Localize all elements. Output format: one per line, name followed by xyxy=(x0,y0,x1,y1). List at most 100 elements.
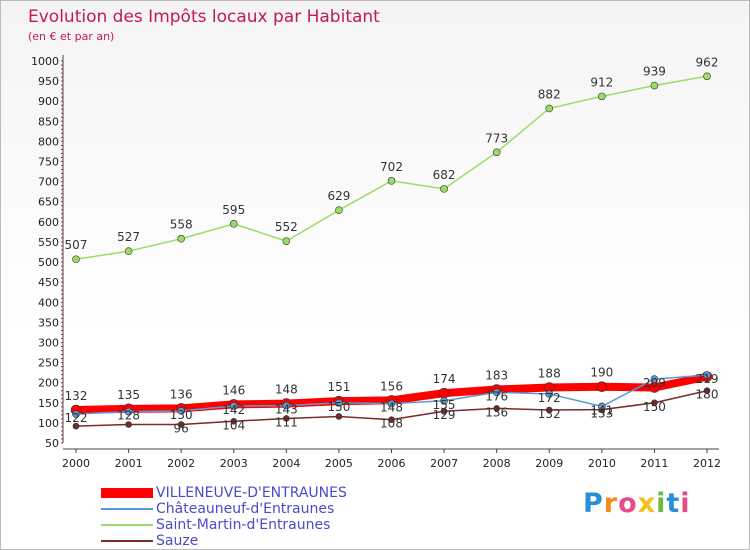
data-point-3 xyxy=(230,417,238,425)
logo-letter: i xyxy=(656,488,667,519)
chart-subtitle: (en € et par an) xyxy=(28,30,115,43)
data-point-0 xyxy=(596,381,608,393)
y-tick-label: 900 xyxy=(38,95,59,108)
data-label-2: 552 xyxy=(275,220,298,234)
legend-label-sauze: Sauze xyxy=(156,533,199,549)
x-tick-label: 2006 xyxy=(378,457,406,470)
data-point-2 xyxy=(177,234,185,243)
data-point-0 xyxy=(438,387,450,399)
data-label-3: 132 xyxy=(538,407,561,421)
logo-letter: x xyxy=(637,488,657,519)
y-tick-label: 1000 xyxy=(31,55,59,68)
chart-title: Evolution des Impôts locaux par Habitant xyxy=(28,7,380,27)
y-tick-label: 350 xyxy=(38,316,59,329)
y-tick-label: 500 xyxy=(38,256,59,269)
x-tick-label: 2008 xyxy=(483,457,511,470)
data-point-1 xyxy=(650,375,659,383)
legend-swatch-saint-martin xyxy=(101,524,153,526)
y-tick-label: 50 xyxy=(45,437,59,450)
data-label-1: 122 xyxy=(65,411,88,425)
y-tick-label: 100 xyxy=(38,417,59,430)
logo-letter: r xyxy=(603,488,619,519)
data-point-1 xyxy=(440,396,448,405)
x-tick-label: 2010 xyxy=(588,457,616,470)
x-tick-label: 2012 xyxy=(693,457,721,470)
data-point-3 xyxy=(335,413,343,420)
legend-label-saint-martin: Saint-Martin-d'Entraunes xyxy=(156,517,331,533)
data-point-3 xyxy=(283,415,290,422)
data-point-2 xyxy=(124,247,133,255)
y-tick-label: 450 xyxy=(38,276,59,289)
data-point-2 xyxy=(335,206,343,214)
data-point-2 xyxy=(282,237,291,245)
y-tick-label: 200 xyxy=(38,377,59,390)
logo-letter: P xyxy=(583,488,604,519)
data-label-2: 773 xyxy=(485,131,508,145)
data-label-3: 104 xyxy=(222,418,245,432)
y-tick-label: 600 xyxy=(38,216,59,229)
x-tick-label: 2009 xyxy=(535,457,563,470)
y-tick-label: 750 xyxy=(38,156,59,169)
data-label-2: 939 xyxy=(643,65,666,79)
data-point-2 xyxy=(545,104,554,113)
y-tick-label: 550 xyxy=(38,236,59,249)
data-label-0: 148 xyxy=(275,383,298,397)
data-label-1: 142 xyxy=(222,403,245,417)
data-label-2: 595 xyxy=(222,203,245,217)
data-point-3 xyxy=(72,422,80,430)
data-label-0: 135 xyxy=(117,388,140,402)
y-tick-label: 850 xyxy=(38,115,59,128)
y-tick-label: 250 xyxy=(38,357,59,370)
y-tick-label: 800 xyxy=(38,135,59,148)
data-point-2 xyxy=(387,177,396,185)
data-label-1: 150 xyxy=(327,400,350,414)
data-point-3 xyxy=(493,405,500,412)
data-point-1 xyxy=(229,402,238,410)
data-label-2: 682 xyxy=(433,168,456,182)
data-point-1 xyxy=(282,401,291,410)
data-point-3 xyxy=(125,421,132,428)
data-label-2: 527 xyxy=(117,230,140,244)
x-tick-label: 2002 xyxy=(167,457,195,470)
y-tick-label: 300 xyxy=(38,336,59,349)
data-label-3: 133 xyxy=(590,407,613,421)
data-point-2 xyxy=(598,92,606,101)
data-point-1 xyxy=(124,407,133,416)
logo-letter: t xyxy=(666,488,681,519)
data-label-0: 183 xyxy=(485,369,508,383)
data-label-1: 128 xyxy=(117,409,140,423)
data-point-1 xyxy=(545,390,554,398)
data-label-1: 155 xyxy=(433,398,456,412)
x-tick-label: 2001 xyxy=(115,457,143,470)
x-tick-label: 2007 xyxy=(430,457,458,470)
data-point-3 xyxy=(545,406,553,414)
y-tick-label: 950 xyxy=(38,75,59,88)
data-label-0: 136 xyxy=(170,387,193,401)
x-tick-label: 2005 xyxy=(325,457,353,470)
data-point-1 xyxy=(598,402,606,411)
data-point-3 xyxy=(651,399,658,407)
data-point-1 xyxy=(703,371,711,379)
data-label-2: 702 xyxy=(380,160,403,174)
logo-letter: o xyxy=(618,488,638,519)
data-label-3: 150 xyxy=(643,400,666,414)
data-label-2: 558 xyxy=(170,218,193,232)
data-point-2 xyxy=(229,220,238,228)
logo-letter: i xyxy=(680,488,691,519)
x-tick-label: 2004 xyxy=(272,457,300,470)
x-tick-label: 2011 xyxy=(640,457,668,470)
data-label-3: 129 xyxy=(433,408,456,422)
data-label-1: 172 xyxy=(538,391,561,405)
data-label-1: 148 xyxy=(380,401,403,415)
data-label-3: 180 xyxy=(696,388,719,402)
data-label-1: 176 xyxy=(485,389,508,403)
data-label-1: 143 xyxy=(275,403,298,417)
x-tick-label: 2003 xyxy=(220,457,248,470)
data-point-3 xyxy=(440,407,448,415)
data-label-2: 507 xyxy=(65,238,88,252)
legend-swatch-chateauneuf xyxy=(101,508,153,510)
data-label-2: 912 xyxy=(590,75,613,89)
data-label-0: 132 xyxy=(65,389,88,403)
data-label-0: 188 xyxy=(538,367,561,381)
